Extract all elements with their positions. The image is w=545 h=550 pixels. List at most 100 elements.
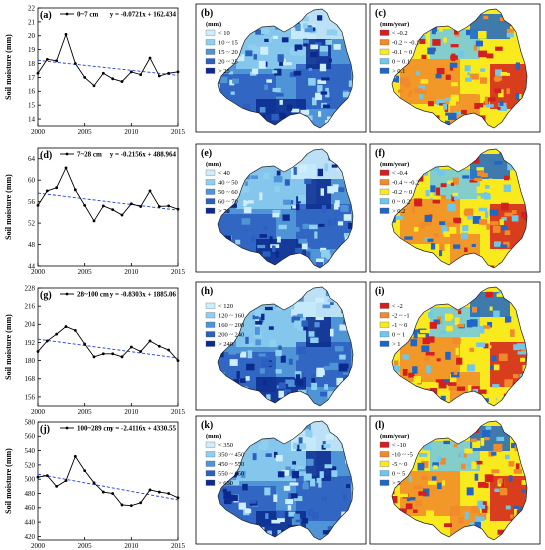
legend-marker <box>65 426 69 430</box>
legend-label: 40 ~ 50 <box>218 180 238 187</box>
data-point <box>129 70 133 74</box>
legend-swatch <box>379 48 390 55</box>
y-tick-label: 20 <box>28 32 36 40</box>
legend-swatch <box>379 302 390 309</box>
map-panel: (f) (mm/year) < -0.4 -0.4 ~ -0.2 -0.2 ~ 0 0 ~… <box>369 143 541 273</box>
region-outline <box>391 8 528 129</box>
panel-label: (f) <box>375 148 385 159</box>
map-panel: (h) < 120 120 ~ 160 160 ~ 200 200 ~ 240 > 240 <box>195 281 367 411</box>
data-point <box>73 454 77 458</box>
legend-label: 50 ~ 60 <box>218 189 238 196</box>
legend-swatch <box>379 321 390 328</box>
line-panel: 44 48 52 56 60 64 2000 2005 2010 2015 (d) 7~28 cm y … <box>4 147 186 276</box>
legend-label: > 5 <box>392 480 401 487</box>
y-tick-label: 16 <box>28 88 36 96</box>
data-point <box>73 328 77 332</box>
y-tick-label: 580 <box>25 418 36 426</box>
data-point <box>55 484 59 488</box>
y-tick-label: 500 <box>25 476 36 484</box>
data-point <box>176 70 180 74</box>
panel-label: (j) <box>40 424 50 435</box>
data-point <box>176 359 180 363</box>
data-point <box>111 208 115 212</box>
data-point <box>101 71 105 75</box>
data-point <box>111 352 115 356</box>
y-tick-label: 17 <box>28 74 36 82</box>
data-point <box>157 74 161 78</box>
y-tick-label: 204 <box>25 321 36 329</box>
data-point <box>101 352 105 356</box>
data-point <box>157 344 161 348</box>
y-tick-label: 560 <box>25 433 36 441</box>
data-point <box>92 219 96 223</box>
data-point <box>92 84 96 88</box>
region-outline <box>217 420 354 541</box>
legend-label: < -0.4 <box>392 170 408 177</box>
legend-label: 450 ~ 550 <box>218 461 244 468</box>
data-point <box>64 325 68 328</box>
data-point <box>45 339 49 343</box>
legend-label: > 1 <box>392 341 401 348</box>
legend-label: -2 ~ -1 <box>392 313 410 320</box>
panel-label: (a) <box>40 10 52 21</box>
data-point <box>101 490 105 494</box>
plot-frame <box>37 147 179 267</box>
panel-label: (l) <box>375 420 384 431</box>
series-name: 0~7 cm <box>77 11 98 19</box>
data-point <box>167 492 171 495</box>
series-name: 28~100 cm <box>77 291 109 299</box>
data-point <box>45 474 49 478</box>
data-point <box>157 490 161 494</box>
panel-label: (k) <box>201 420 213 431</box>
legend-unit: (mm) <box>206 21 221 28</box>
legend-swatch <box>205 331 216 338</box>
data-point <box>111 492 115 495</box>
x-tick-label: 2005 <box>78 128 93 136</box>
legend-label: 10 ~ 15 <box>218 40 238 47</box>
data-point <box>148 189 152 193</box>
y-axis-label: Soil moisture (mm) <box>4 314 13 380</box>
map-panel: (e) (mm) < 40 40 ~ 50 50 ~ 60 60 ~ 70 > 70 <box>195 143 367 273</box>
data-point <box>129 504 133 508</box>
legend-label: -5 ~ 0 <box>392 461 407 468</box>
y-tick-label: 216 <box>25 303 36 311</box>
series-line <box>37 166 179 222</box>
legend-label: 0 ~ 0.1 <box>392 59 410 66</box>
y-tick-label: 64 <box>28 155 36 163</box>
legend-label: 350 ~ 450 <box>218 452 244 459</box>
map-panel: (i) < -2 -2 ~ -1 -1 ~ 0 0 ~ 1 > 1 <box>369 281 541 411</box>
y-tick-label: 52 <box>28 219 36 227</box>
data-point <box>73 62 77 65</box>
legend-swatch <box>205 451 216 458</box>
legend-label: > 70 <box>218 208 230 215</box>
x-tick-label: 2015 <box>171 408 186 416</box>
legend-swatch <box>205 67 216 74</box>
data-point <box>36 350 40 353</box>
plot-frame <box>37 421 179 541</box>
data-point <box>73 188 77 192</box>
legend-label: 120 ~ 160 <box>218 313 244 320</box>
y-tick-label: 21 <box>28 18 36 26</box>
legend-label: < 120 <box>218 303 233 310</box>
legend-swatch <box>379 188 390 195</box>
map-panel: (b) (mm) < 10 10 ~ 15 15 ~ 20 20 ~ 25 > 25 <box>195 3 367 133</box>
panel-label: (i) <box>375 286 384 297</box>
legend-label: -10 ~ -5 <box>392 452 413 459</box>
y-tick-label: 56 <box>28 198 36 206</box>
region-outline <box>391 286 528 407</box>
data-point <box>176 207 180 211</box>
legend-swatch <box>205 479 216 486</box>
legend-label: -0.2 ~ 0 <box>392 189 412 196</box>
x-tick-label: 2010 <box>124 128 139 136</box>
legend-swatch <box>379 169 390 176</box>
legend-label: > 240 <box>218 341 233 348</box>
data-point <box>64 166 68 170</box>
legend-swatch <box>205 188 216 195</box>
trend-equation: y = -0.8303x + 1885.06 <box>110 291 177 299</box>
data-point <box>148 56 152 60</box>
legend-swatch <box>205 312 216 319</box>
data-point <box>139 205 143 208</box>
x-tick-label: 2000 <box>31 268 46 276</box>
legend-swatch <box>205 198 216 205</box>
legend-label: < 10 <box>218 30 230 37</box>
